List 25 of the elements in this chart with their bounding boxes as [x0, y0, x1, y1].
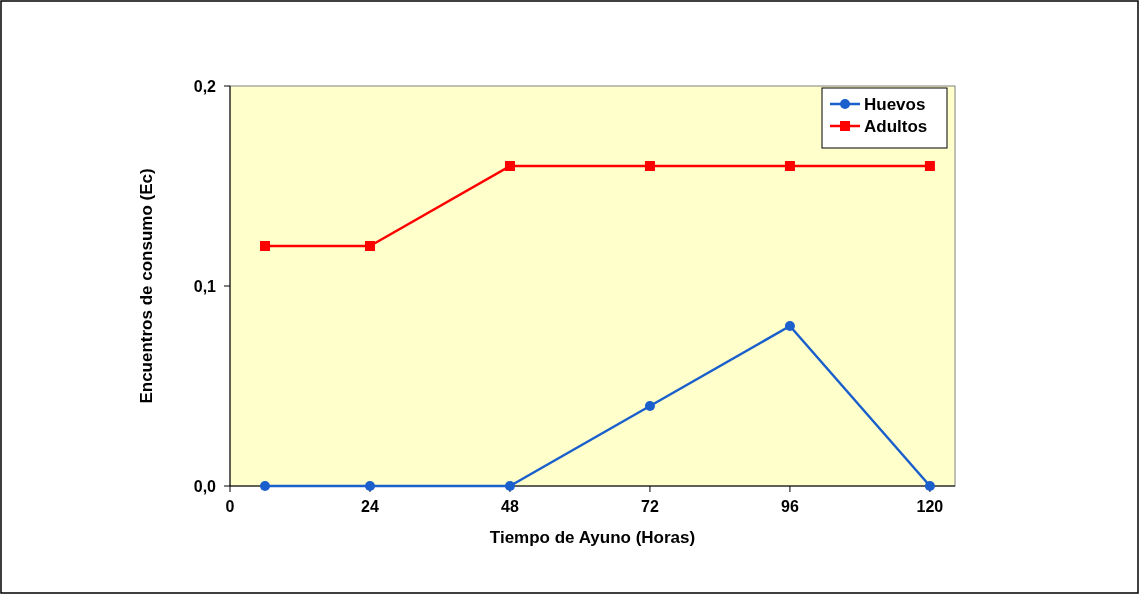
point [784, 321, 795, 331]
point [504, 161, 515, 171]
point [260, 481, 270, 491]
y-tick-label: 0,0 [193, 478, 217, 495]
y-axis-title: Encuentros de consumo (Ec) [137, 168, 156, 404]
point [504, 481, 515, 491]
y-tick-label: 0,2 [193, 78, 217, 95]
point [784, 161, 795, 171]
x-axis-title: Tiempo de Ayuno (Horas) [489, 528, 696, 547]
point [924, 161, 935, 171]
point [644, 161, 655, 171]
x-tick-label: 48 [501, 498, 519, 515]
point [364, 481, 375, 491]
x-tick-label: 72 [641, 498, 659, 515]
legend-label: Huevos [864, 95, 926, 114]
point [260, 241, 270, 251]
point [644, 401, 655, 411]
x-tick-label: 120 [916, 498, 944, 515]
legend-label: Adultos [864, 117, 928, 136]
point [924, 481, 935, 491]
point [364, 241, 375, 251]
x-tick-label: 96 [781, 498, 799, 515]
y-tick-label: 0,1 [193, 278, 217, 295]
x-tick-label: 0 [225, 498, 235, 515]
x-tick-label: 24 [361, 498, 379, 515]
